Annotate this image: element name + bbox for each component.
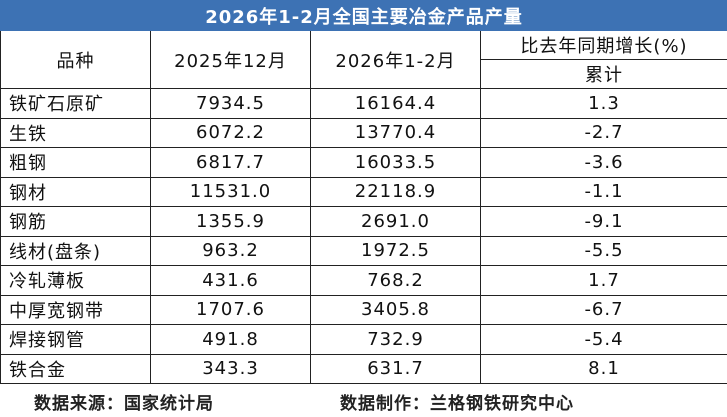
- product-cell: 粗钢: [0, 147, 151, 178]
- product-cell: 铁合金: [0, 353, 151, 384]
- data-row: 钢材 11531.0 22118.9 -1.1: [0, 176, 727, 207]
- value-cell: 631.7: [310, 353, 481, 384]
- data-row: 铁矿石原矿 7934.5 16164.4 1.3: [0, 88, 727, 119]
- value-cell: -6.7: [480, 294, 727, 325]
- product-cell: 冷轧薄板: [0, 265, 151, 296]
- value-cell: -2.7: [480, 117, 727, 148]
- footer: 数据来源：国家统计局 数据制作：兰格钢铁研究中心: [0, 384, 727, 417]
- production-table: 2026年1-2月全国主要冶金产品产量 品种 2025年12月 2026年1-2…: [0, 0, 727, 384]
- value-cell: 7934.5: [150, 88, 311, 119]
- value-cell: 3405.8: [310, 294, 481, 325]
- data-row: 铁合金 343.3 631.7 8.1: [0, 353, 727, 384]
- header-cell: 品种: [0, 30, 151, 89]
- footer-row: 数据来源：国家统计局 数据制作：兰格钢铁研究中心: [0, 384, 727, 417]
- value-cell: 8.1: [480, 353, 727, 384]
- table-body: 2026年1-2月全国主要冶金产品产量 品种 2025年12月 2026年1-2…: [0, 0, 727, 384]
- data-row: 钢筋 1355.9 2691.0 -9.1: [0, 206, 727, 237]
- product-cell: 中厚宽钢带: [0, 294, 151, 325]
- header-cell: 2025年12月: [150, 30, 311, 89]
- product-cell: 钢材: [0, 176, 151, 207]
- header-cell: 比去年同期增长(%): [480, 30, 727, 60]
- value-cell: 13770.4: [310, 117, 481, 148]
- value-cell: 491.8: [150, 324, 311, 355]
- value-cell: 11531.0: [150, 176, 311, 207]
- value-cell: -3.6: [480, 147, 727, 178]
- value-cell: 1355.9: [150, 206, 311, 237]
- value-cell: 768.2: [310, 265, 481, 296]
- header-cell: 累计: [480, 59, 727, 89]
- value-cell: 2691.0: [310, 206, 481, 237]
- value-cell: 1.3: [480, 88, 727, 119]
- header-row: 品种 2025年12月 2026年1-2月 比去年同期增长(%): [0, 30, 727, 89]
- value-cell: 343.3: [150, 353, 311, 384]
- value-cell: 1707.6: [150, 294, 311, 325]
- data-row: 焊接钢管 491.8 732.9 -5.4: [0, 324, 727, 355]
- header-row: 累计: [1, 59, 727, 89]
- value-cell: 6072.2: [150, 117, 311, 148]
- data-row: 中厚宽钢带 1707.6 3405.8 -6.7: [0, 294, 727, 325]
- product-cell: 铁矿石原矿: [0, 88, 151, 119]
- value-cell: 1972.5: [310, 235, 481, 266]
- value-cell: -9.1: [480, 206, 727, 237]
- value-cell: 22118.9: [310, 176, 481, 207]
- data-row: 线材(盘条) 963.2 1972.5 -5.5: [0, 235, 727, 266]
- value-cell: -5.5: [480, 235, 727, 266]
- product-cell: 线材(盘条): [0, 235, 151, 266]
- value-cell: 732.9: [310, 324, 481, 355]
- data-row: 冷轧薄板 431.6 768.2 1.7: [0, 265, 727, 296]
- title: 2026年1-2月全国主要冶金产品产量: [0, 0, 727, 31]
- data-row: 生铁 6072.2 13770.4 -2.7: [0, 117, 727, 148]
- footer-maker: 数据制作：兰格钢铁研究中心: [340, 393, 574, 414]
- header-cell: 2026年1-2月: [310, 30, 481, 89]
- data-row: 粗钢 6817.7 16033.5 -3.6: [0, 147, 727, 178]
- value-cell: -1.1: [480, 176, 727, 207]
- value-cell: 963.2: [150, 235, 311, 266]
- value-cell: 1.7: [480, 265, 727, 296]
- value-cell: 431.6: [150, 265, 311, 296]
- value-cell: -5.4: [480, 324, 727, 355]
- product-cell: 生铁: [0, 117, 151, 148]
- product-cell: 钢筋: [0, 206, 151, 237]
- footer-source: 数据来源：国家统计局: [34, 393, 214, 414]
- product-cell: 焊接钢管: [0, 324, 151, 355]
- value-cell: 16033.5: [310, 147, 481, 178]
- value-cell: 6817.7: [150, 147, 311, 178]
- value-cell: 16164.4: [310, 88, 481, 119]
- title-row: 2026年1-2月全国主要冶金产品产量: [0, 0, 727, 31]
